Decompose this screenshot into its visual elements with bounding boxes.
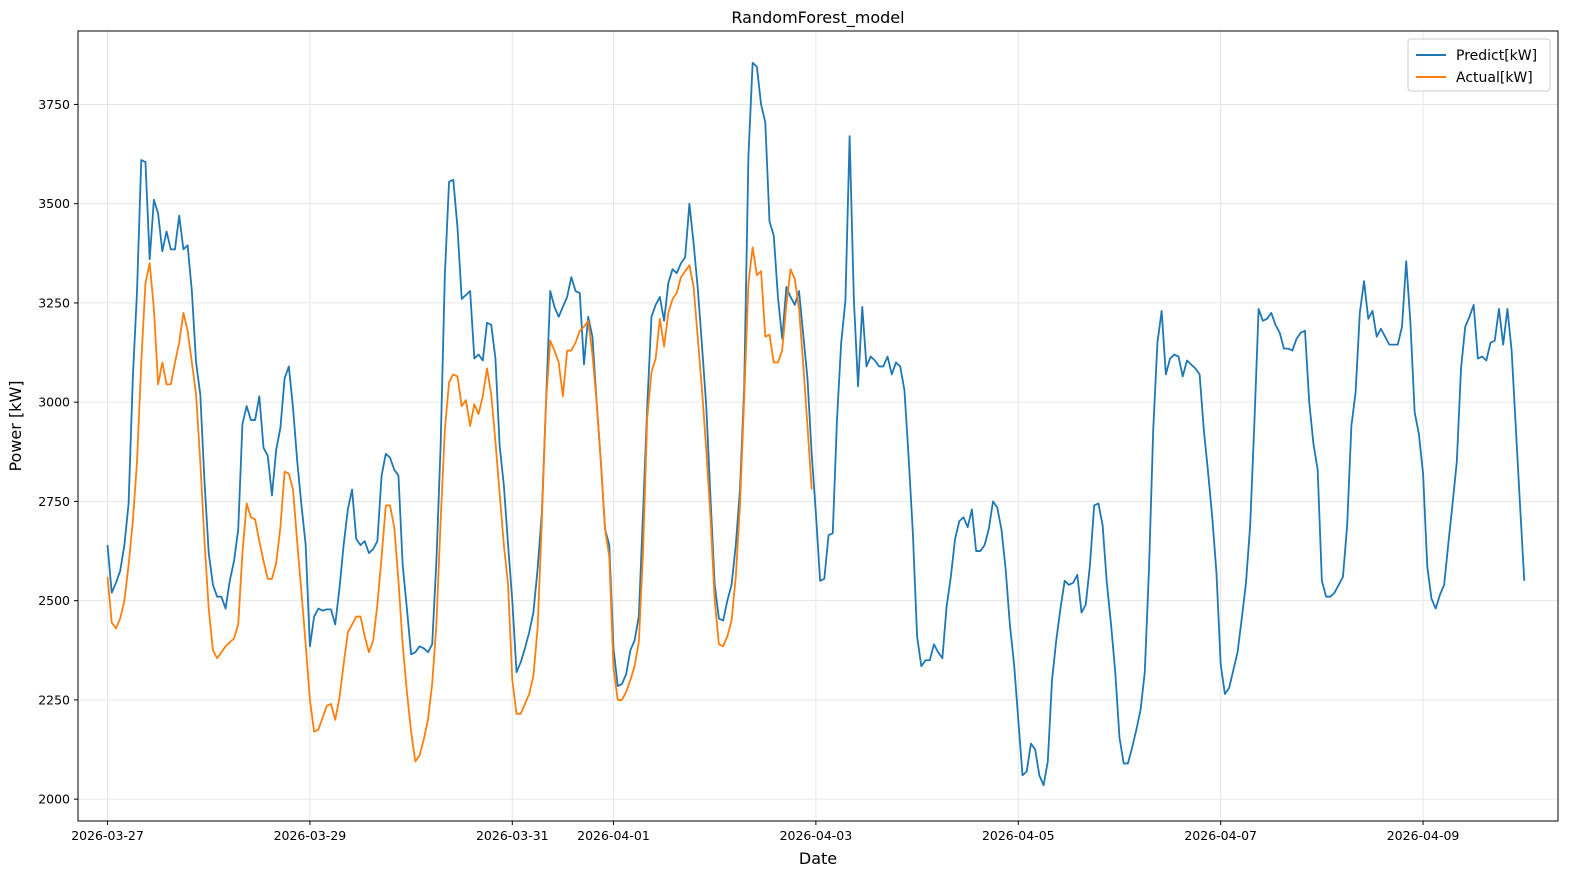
series-layer	[106, 61, 1526, 787]
chart-title: RandomForest_model	[731, 8, 904, 28]
x-axis-title: Date	[799, 849, 837, 868]
x-tick-label: 2026-03-31	[476, 828, 549, 843]
y-tick-label: 3750	[38, 97, 70, 112]
y-tick-label: 2000	[38, 792, 70, 807]
y-tick-label: 2500	[38, 593, 70, 608]
x-tick-label: 2026-04-05	[982, 828, 1055, 843]
x-tick-label: 2026-04-01	[577, 828, 650, 843]
y-tick-label: 2250	[38, 692, 70, 707]
y-tick-label: 3000	[38, 395, 70, 410]
y-tick-label: 2750	[38, 494, 70, 509]
y-tick-label: 3500	[38, 196, 70, 211]
x-tick-label: 2026-03-29	[274, 828, 347, 843]
legend-label: Actual[kW]	[1456, 70, 1533, 86]
y-axis-title: Power [kW]	[6, 380, 25, 471]
legend: Predict[kW] Actual[kW]	[1407, 38, 1551, 92]
x-tick-label: 2026-04-07	[1184, 828, 1257, 843]
legend-label: Predict[kW]	[1456, 48, 1537, 64]
grid-lines	[78, 31, 1558, 821]
x-tick-label: 2026-03-27	[71, 828, 144, 843]
plot-area-frame	[77, 30, 1559, 822]
series-line-predict-kw	[106, 61, 1526, 787]
series-line-actual-kw	[106, 246, 813, 763]
x-tick-label: 2026-04-09	[1387, 828, 1460, 843]
axis-ticks: 2000 2250 2500 2750 3000 3250 3500 3750 2026-03-…	[38, 97, 1459, 843]
x-tick-label: 2026-04-03	[780, 828, 853, 843]
y-tick-label: 3250	[38, 295, 70, 310]
